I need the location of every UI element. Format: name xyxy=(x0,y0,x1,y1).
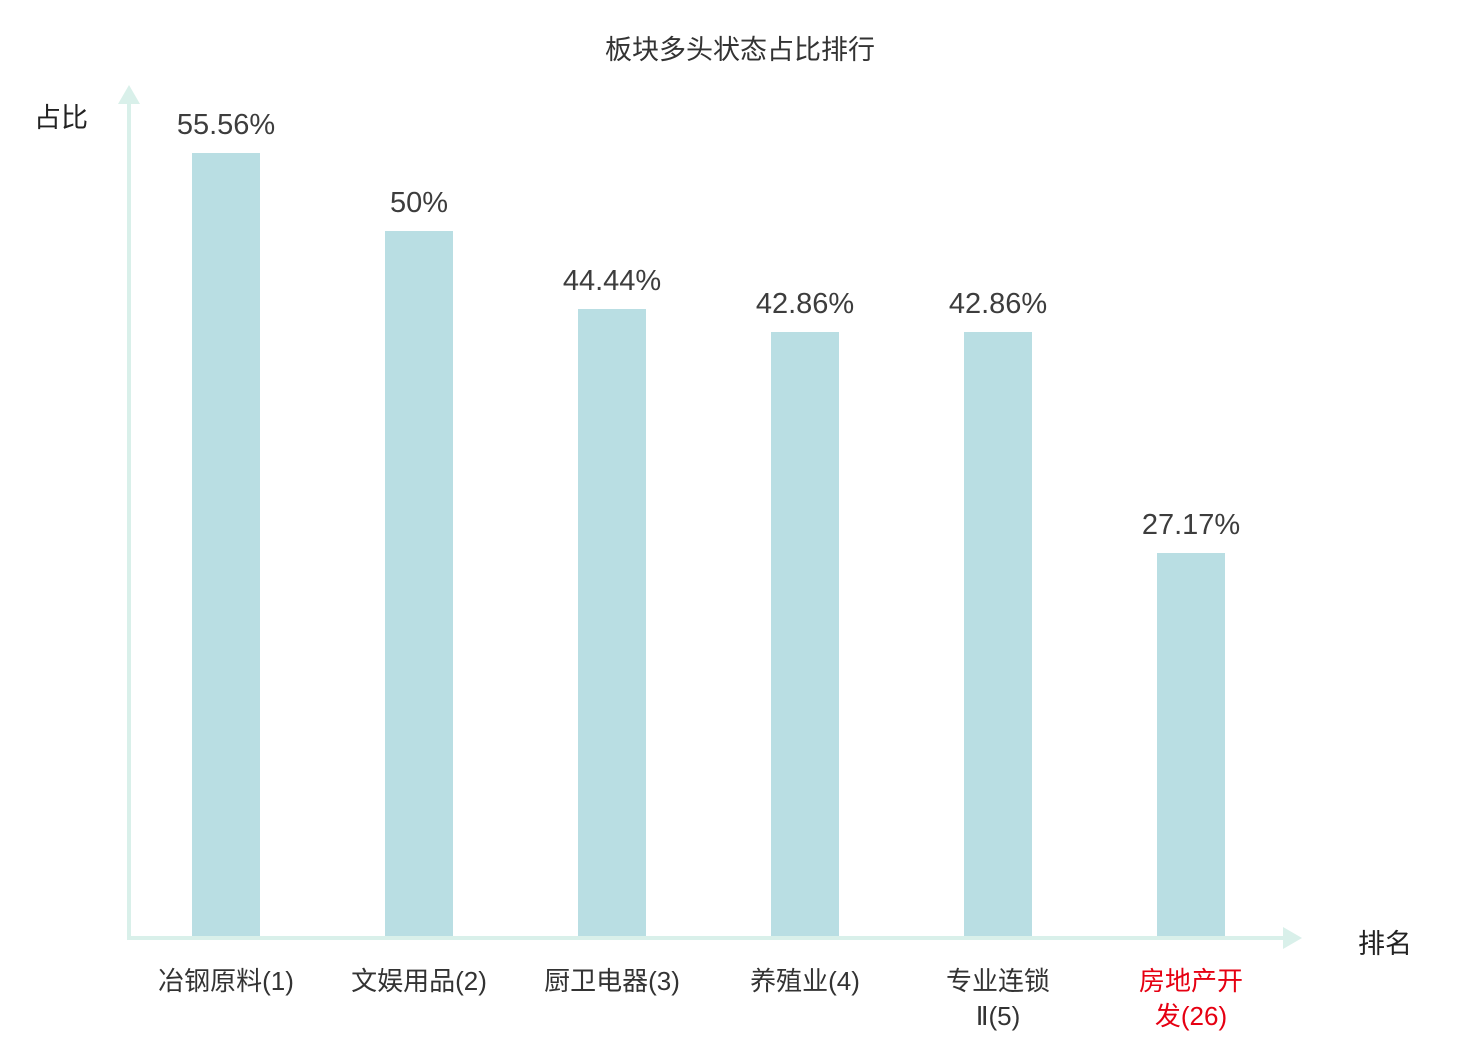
bar-category-label: 厨卫电器(3) xyxy=(544,966,680,996)
bar xyxy=(964,332,1032,936)
bar-category-label: 文娱用品(2) xyxy=(351,966,487,996)
x-axis-arrow-icon xyxy=(1283,927,1302,949)
bar xyxy=(1157,553,1225,936)
bar-category-label: 房地产开 发(26) xyxy=(1138,966,1244,1032)
bar-category-label: 冶钢原料(1) xyxy=(158,966,294,996)
bar xyxy=(192,153,260,936)
bar-value-label: 42.86% xyxy=(948,288,1048,320)
x-axis-label: 排名 xyxy=(1358,929,1412,959)
bar xyxy=(385,231,453,936)
bar-category-label: 养殖业(4) xyxy=(750,966,860,996)
bar xyxy=(771,332,839,936)
y-axis-line xyxy=(127,102,131,940)
bar xyxy=(578,309,646,936)
bar-value-label: 55.56% xyxy=(176,109,276,141)
bar-category-label: 专业连锁 Ⅱ(5) xyxy=(945,966,1051,1032)
bar-value-label: 50% xyxy=(389,187,449,219)
bar-value-label: 42.86% xyxy=(755,288,855,320)
bar-value-label: 44.44% xyxy=(562,265,662,297)
chart-title: 板块多头状态占比排行 xyxy=(605,35,875,65)
x-axis-line xyxy=(127,936,1285,940)
bar-value-label: 27.17% xyxy=(1141,509,1241,541)
y-axis-label: 占比 xyxy=(34,103,88,133)
y-axis-arrow-icon xyxy=(118,85,140,104)
